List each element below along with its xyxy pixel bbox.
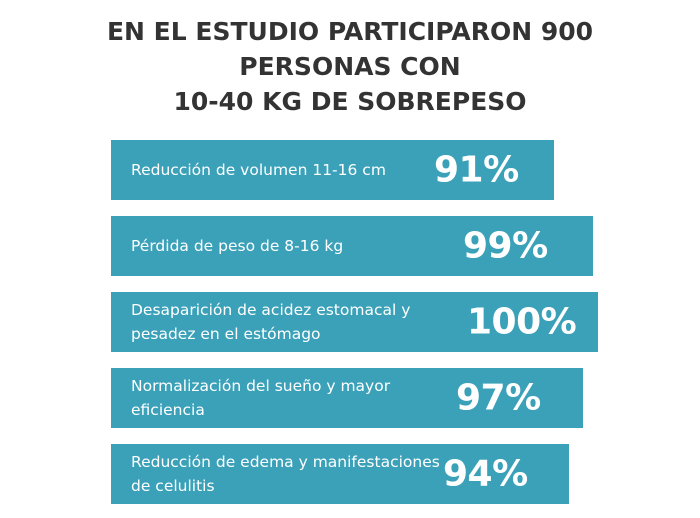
bar-value-label: 94% bbox=[443, 453, 528, 495]
bar-label-line: Normalización del sueño y mayor bbox=[131, 377, 391, 395]
bar-value-label: 91% bbox=[434, 149, 519, 191]
chart-title: EN EL ESTUDIO PARTICIPARON 900 PERSONAS … bbox=[0, 14, 700, 119]
bar-label-line: de celulitis bbox=[131, 477, 215, 495]
bar-label: Normalización del sueño y mayor eficienci… bbox=[131, 374, 390, 422]
bar-label: Pérdida de peso de 8-16 kg bbox=[131, 234, 343, 258]
bar-label-line: Reducción de volumen 11-16 cm bbox=[131, 161, 386, 179]
bar-label-line: eficiencia bbox=[131, 401, 205, 419]
bar: Desaparición de acidez estomacal y pesade… bbox=[111, 292, 598, 352]
bar-label-line: pesadez en el estómago bbox=[131, 325, 321, 343]
bar-value-label: 99% bbox=[463, 225, 548, 267]
bar-label: Reducción de edema y manifestaciones de c… bbox=[131, 450, 440, 498]
bar: Reducción de volumen 11-16 cm 91% bbox=[111, 140, 555, 200]
chart-title-line-3: 10-40 KG DE SOBREPESO bbox=[173, 87, 527, 116]
chart-title-line-1: EN EL ESTUDIO PARTICIPARON 900 bbox=[106, 17, 594, 46]
bar: Reducción de edema y manifestaciones de c… bbox=[111, 444, 569, 504]
bar-label: Desaparición de acidez estomacal y pesade… bbox=[131, 298, 410, 346]
chart-title-line-2: PERSONAS CON bbox=[239, 52, 461, 81]
bar-value-label: 97% bbox=[456, 377, 541, 419]
bar: Pérdida de peso de 8-16 kg 99% bbox=[111, 216, 594, 276]
bar-label-line: Pérdida de peso de 8-16 kg bbox=[131, 237, 344, 255]
bar-label-line: Desaparición de acidez estomacal y bbox=[131, 301, 411, 319]
bar-label-line: Reducción de edema y manifestaciones bbox=[131, 453, 440, 471]
bar-label: Reducción de volumen 11-16 cm bbox=[131, 158, 386, 182]
bar-value-label: 100% bbox=[467, 301, 577, 343]
bar: Normalización del sueño y mayor eficienci… bbox=[111, 368, 584, 428]
